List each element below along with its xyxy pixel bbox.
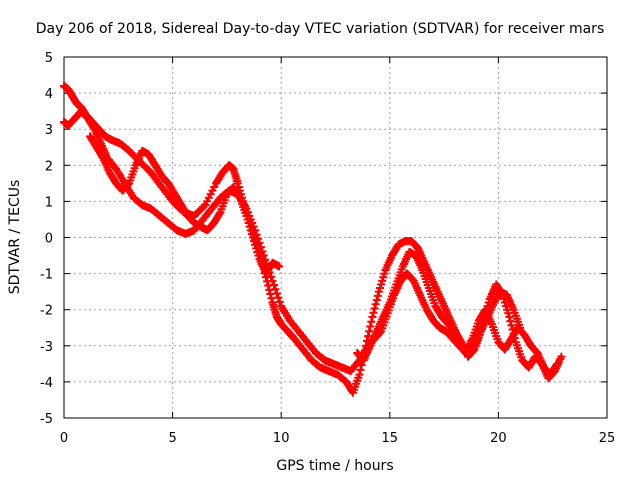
series-3 (86, 132, 284, 278)
data-marks (60, 81, 566, 397)
data-point (274, 293, 283, 302)
x-tick-label: 10 (273, 431, 290, 446)
y-tick-label: 0 (45, 232, 53, 247)
x-tick-label: 15 (382, 431, 399, 446)
data-point (255, 238, 264, 247)
y-tick-label: -3 (40, 340, 53, 355)
data-point (124, 180, 133, 189)
y-tick-label: 3 (45, 123, 53, 138)
chart-title: Day 206 of 2018, Sidereal Day-to-day VTE… (36, 21, 604, 37)
y-axis-label: SDTVAR / TECUs (7, 180, 23, 295)
x-tick-label: 0 (60, 431, 68, 446)
data-point (507, 321, 516, 330)
data-point (269, 281, 278, 290)
y-tick-label: 2 (45, 159, 53, 174)
data-point (365, 327, 374, 336)
data-point (372, 296, 381, 305)
data-point (267, 272, 276, 281)
data-point (506, 317, 515, 326)
data-point (516, 323, 525, 332)
data-point (367, 317, 376, 326)
y-tick-label: -2 (40, 304, 53, 319)
data-point (368, 312, 377, 321)
ticks (63, 56, 608, 419)
x-tick-label: 20 (490, 431, 507, 446)
y-tick-label: -5 (40, 412, 53, 427)
x-axis-label: GPS time / hours (276, 458, 393, 474)
data-point (256, 243, 265, 252)
x-tick-label: 5 (168, 431, 176, 446)
y-tick-label: 5 (45, 51, 53, 66)
data-point (272, 289, 281, 298)
data-point (275, 297, 284, 306)
data-point (268, 276, 277, 285)
data-point (369, 308, 378, 317)
data-point (469, 346, 478, 355)
data-point (355, 370, 364, 379)
data-point (275, 262, 284, 271)
x-tick-label: 25 (599, 431, 616, 446)
data-point (356, 365, 365, 374)
data-point (371, 300, 380, 309)
y-tick-label: 4 (45, 87, 53, 102)
series-4 (353, 247, 525, 365)
data-point (366, 322, 375, 331)
y-tick-label: -4 (40, 376, 53, 391)
data-point (267, 294, 276, 303)
data-point (271, 285, 280, 294)
y-tick-label: 1 (45, 195, 53, 210)
data-point (370, 304, 379, 313)
data-point (557, 352, 566, 361)
y-tick-label: -1 (40, 268, 53, 283)
data-point (373, 291, 382, 300)
data-point (505, 312, 514, 321)
data-point (553, 359, 562, 368)
